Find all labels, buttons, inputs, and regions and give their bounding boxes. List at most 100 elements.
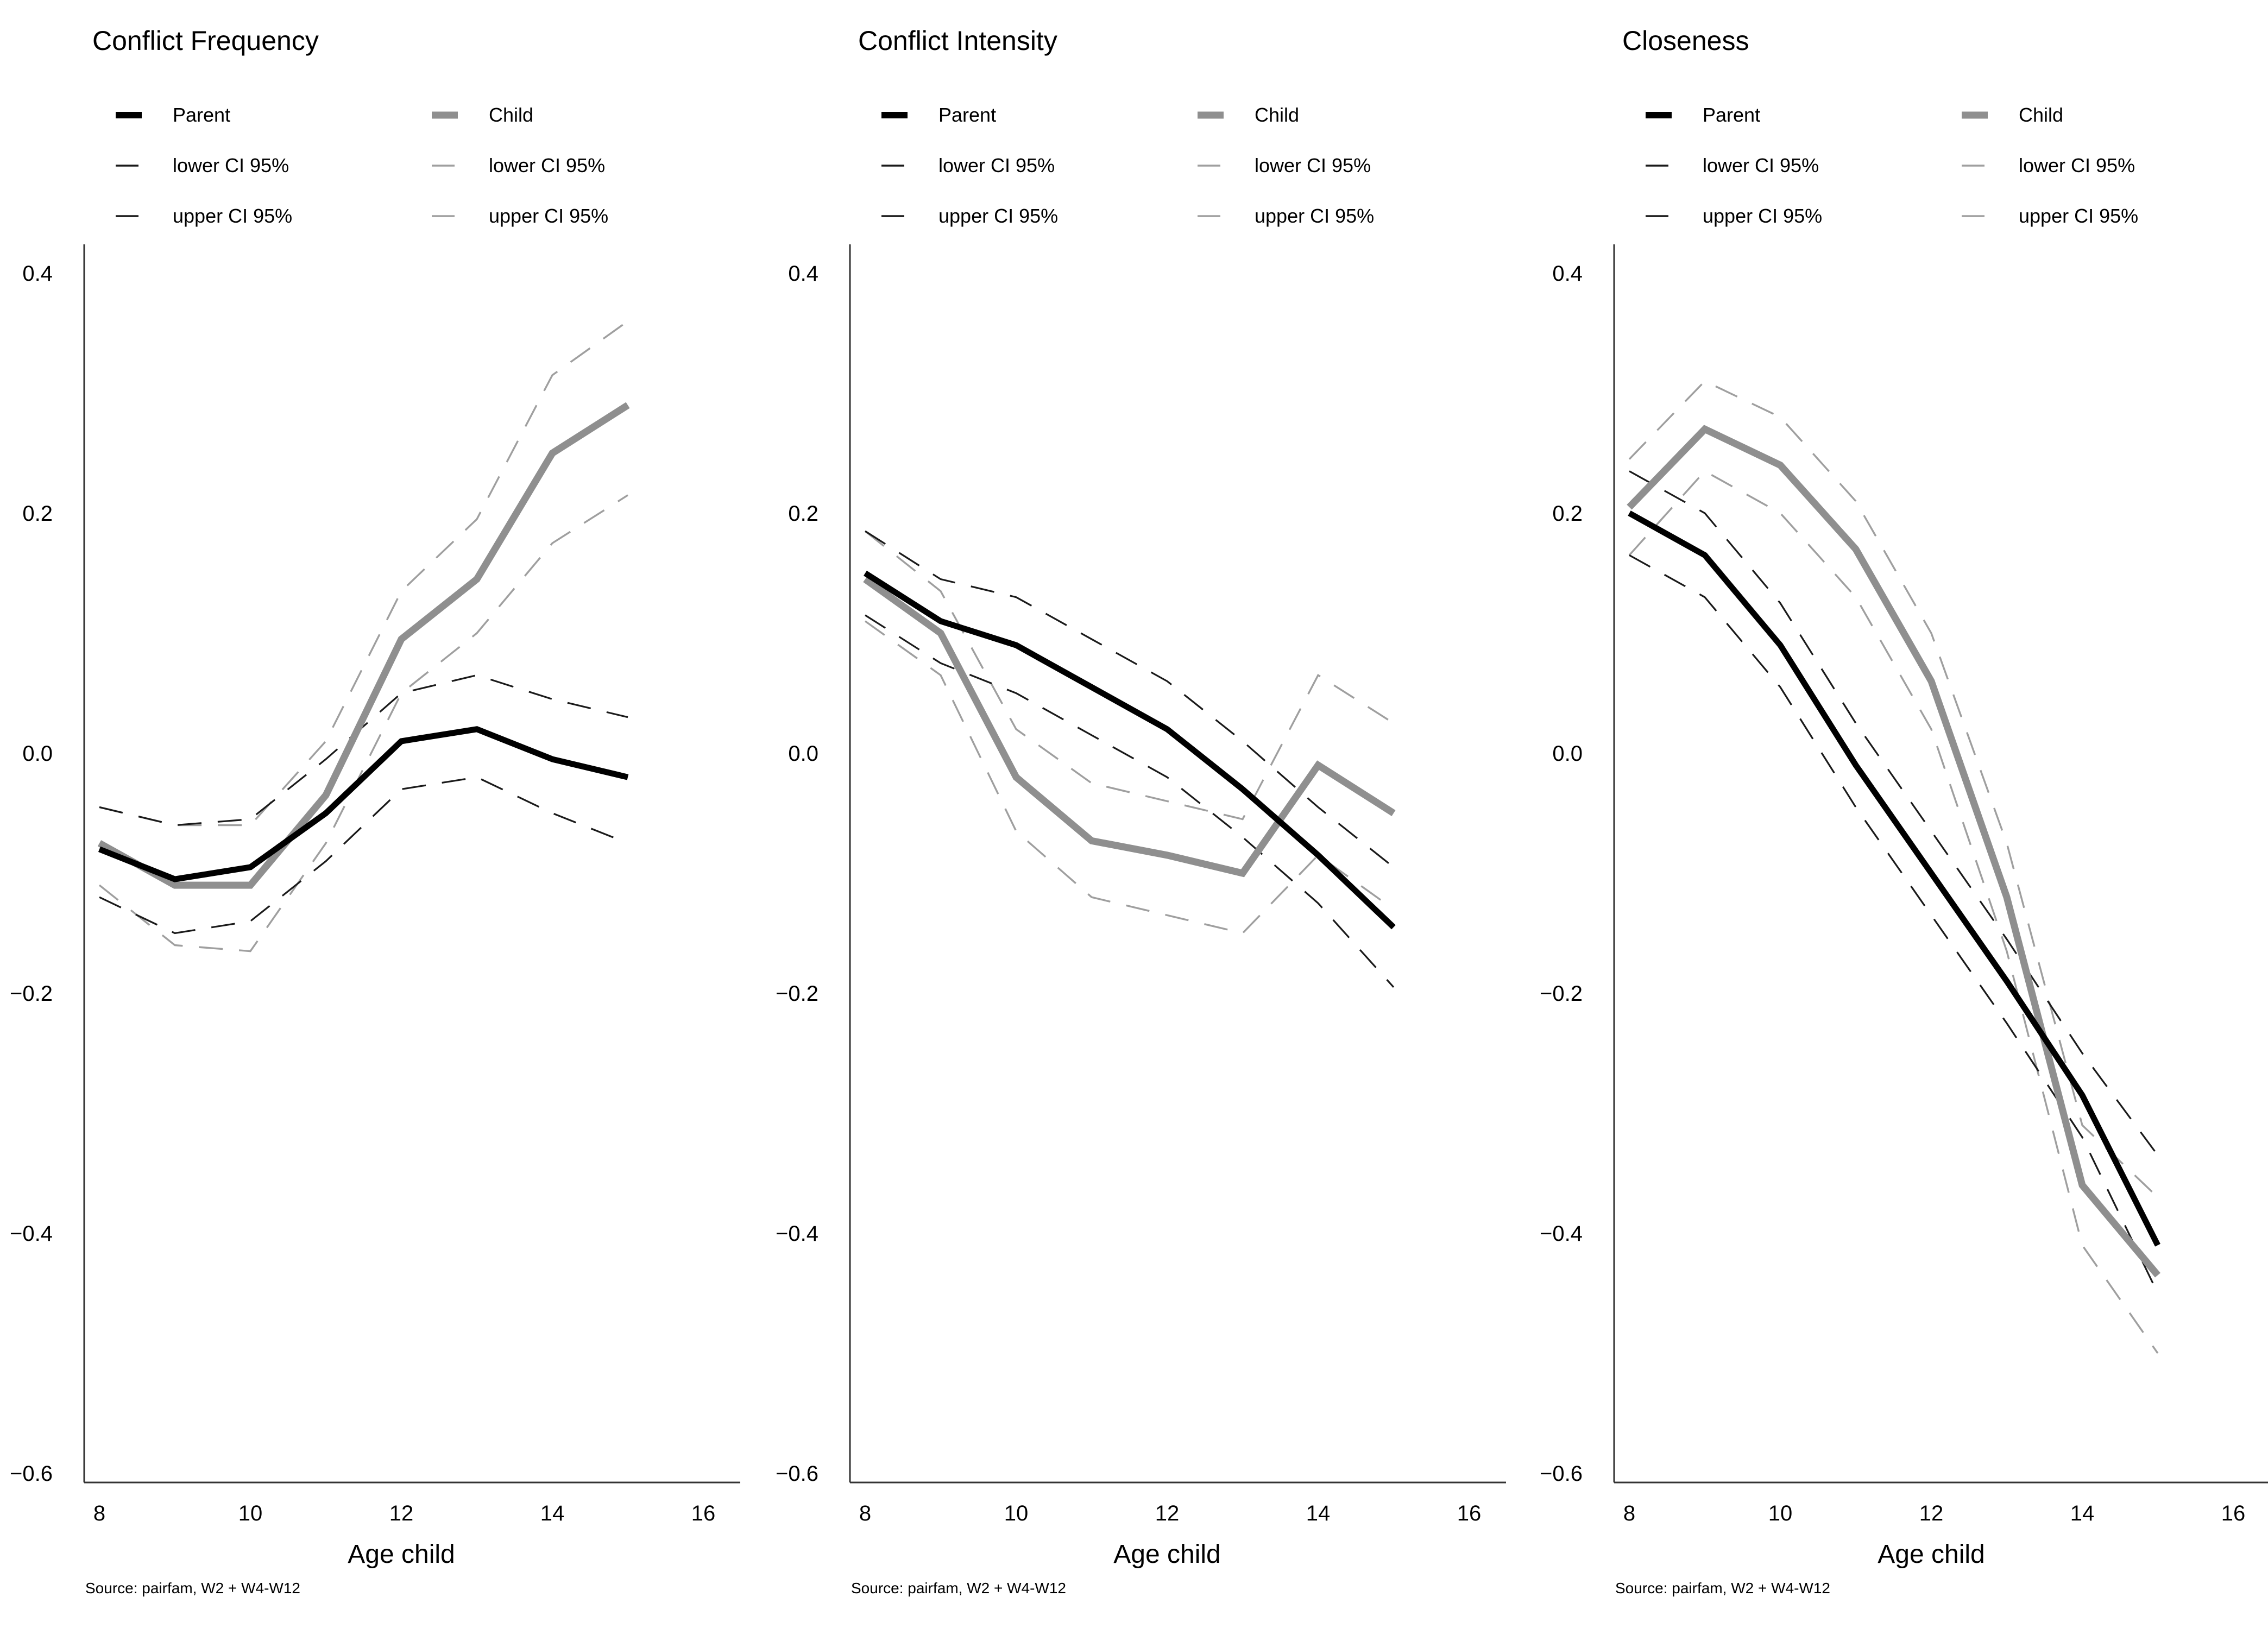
- line-parent-lower-ci: [99, 776, 628, 935]
- x-tick-label: 16: [2221, 1501, 2246, 1525]
- legend-label: Child: [489, 104, 533, 126]
- x-tick-label: 8: [859, 1501, 871, 1525]
- line-parent: [1628, 510, 2160, 1247]
- legend-label: Parent: [938, 104, 996, 126]
- legend-label: Parent: [1703, 104, 1760, 126]
- legend-item-parent-upper-ci: upper CI 95%: [1646, 205, 1822, 227]
- panel-conflict-frequency: Conflict Frequency Parent lower CI 95% uppe…: [10, 26, 740, 1597]
- x-tick-label: 14: [540, 1501, 565, 1525]
- y-tick-label: −0.4: [10, 1222, 53, 1246]
- source-note: Source: pairfam, W2 + W4-W12: [851, 1580, 1066, 1597]
- y-tick-label: −0.6: [10, 1462, 53, 1486]
- panel-conflict-intensity: Conflict Intensity Parent lower CI 95% uppe…: [776, 26, 1506, 1597]
- legend-item-child-upper-ci: upper CI 95%: [1962, 205, 2138, 227]
- x-tick-label: 10: [1768, 1501, 1793, 1525]
- y-tick-label: 0.4: [22, 262, 53, 286]
- source-note: Source: pairfam, W2 + W4-W12: [1615, 1580, 1830, 1597]
- y-tick-label: 0.0: [22, 742, 53, 766]
- y-tick-label: −0.2: [10, 982, 53, 1006]
- y-tick-label: 0.2: [1552, 502, 1583, 526]
- legend-label: Child: [2019, 104, 2063, 126]
- y-tick-label: −0.4: [776, 1222, 818, 1246]
- line-parent: [864, 570, 1396, 930]
- line-child-upper-ci: [99, 320, 628, 826]
- legend-item-child-lower-ci: lower CI 95%: [432, 154, 605, 176]
- y-tick-label: −0.2: [776, 982, 818, 1006]
- legend-label: upper CI 95%: [938, 205, 1058, 227]
- line-child-lower-ci: [1628, 470, 2159, 1354]
- line-parent: [98, 726, 629, 882]
- legend-item-parent-upper-ci: upper CI 95%: [116, 205, 292, 227]
- legend-item-child: Child: [1198, 104, 1299, 126]
- line-parent-upper-ci: [99, 674, 628, 826]
- legend-item-parent-upper-ci: upper CI 95%: [881, 205, 1058, 227]
- x-tick-label: 12: [1919, 1501, 1944, 1525]
- legend-label: upper CI 95%: [173, 205, 292, 227]
- line-child: [863, 576, 1396, 878]
- y-tick-label: −0.6: [776, 1462, 818, 1486]
- line-parent-lower-ci: [865, 614, 1395, 988]
- legend-label: lower CI 95%: [173, 154, 289, 176]
- legend-label: lower CI 95%: [1255, 154, 1371, 176]
- legend-item-parent: Parent: [116, 104, 230, 126]
- legend-label: lower CI 95%: [1703, 154, 1819, 176]
- x-tick-label: 12: [1155, 1501, 1180, 1525]
- y-tick-label: 0.2: [788, 502, 818, 526]
- legend-item-child-upper-ci: upper CI 95%: [432, 205, 608, 227]
- legend-label: upper CI 95%: [489, 205, 608, 227]
- y-tick-label: −0.2: [1540, 982, 1583, 1006]
- legend: Parent lower CI 95% upper CI 95% Child lower…: [1646, 104, 2138, 227]
- line-child-upper-ci: [1628, 380, 2159, 1198]
- y-tick-label: 0.0: [1552, 742, 1583, 766]
- legend-label: Child: [1255, 104, 1299, 126]
- line-child-lower-ci: [98, 494, 628, 952]
- x-tick-label: 8: [1623, 1501, 1635, 1525]
- legend-item-child-lower-ci: lower CI 95%: [1198, 154, 1371, 176]
- panel-closeness: Closeness Parent lower CI 95% upper CI 95% C…: [1540, 26, 2268, 1597]
- source-note: Source: pairfam, W2 + W4-W12: [85, 1580, 300, 1597]
- y-tick-label: 0.0: [788, 742, 818, 766]
- panel-title: Closeness: [1622, 26, 1749, 56]
- legend-item-child-upper-ci: upper CI 95%: [1198, 205, 1374, 227]
- line-child-lower-ci: [865, 620, 1394, 935]
- line-parent-upper-ci: [865, 530, 1394, 868]
- legend-label: lower CI 95%: [2019, 154, 2135, 176]
- line-parent-upper-ci: [1629, 470, 2159, 1156]
- legend-item-child: Child: [1962, 104, 2063, 126]
- legend-item-parent-lower-ci: lower CI 95%: [1646, 154, 1819, 176]
- y-tick-label: 0.4: [1552, 262, 1583, 286]
- legend-item-parent-lower-ci: lower CI 95%: [881, 154, 1055, 176]
- legend-item-child-lower-ci: lower CI 95%: [1962, 154, 2135, 176]
- x-axis-title: Age child: [1113, 1540, 1220, 1569]
- x-tick-label: 14: [1306, 1501, 1331, 1525]
- x-tick-label: 10: [238, 1501, 263, 1525]
- legend-label: Parent: [173, 104, 230, 126]
- x-axis-title: Age child: [348, 1540, 455, 1569]
- x-tick-label: 16: [691, 1501, 716, 1525]
- legend-label: upper CI 95%: [2019, 205, 2138, 227]
- x-tick-label: 16: [1457, 1501, 1482, 1525]
- y-tick-label: −0.6: [1540, 1462, 1583, 1486]
- panel-title: Conflict Frequency: [92, 26, 319, 56]
- x-tick-label: 12: [389, 1501, 414, 1525]
- legend-label: lower CI 95%: [489, 154, 605, 176]
- x-tick-label: 10: [1004, 1501, 1029, 1525]
- line-parent-lower-ci: [1629, 554, 2159, 1294]
- legend-item-parent: Parent: [1646, 104, 1760, 126]
- legend-item-parent-lower-ci: lower CI 95%: [116, 154, 289, 176]
- legend-label: lower CI 95%: [938, 154, 1055, 176]
- x-axis-title: Age child: [1878, 1540, 1984, 1569]
- legend-label: upper CI 95%: [1255, 205, 1374, 227]
- y-tick-label: 0.4: [788, 262, 818, 286]
- legend-label: upper CI 95%: [1703, 205, 1822, 227]
- panel-title: Conflict Intensity: [858, 26, 1057, 56]
- y-tick-label: 0.2: [22, 502, 53, 526]
- legend: Parent lower CI 95% upper CI 95% Child lower…: [116, 104, 608, 227]
- x-tick-label: 14: [2070, 1501, 2095, 1525]
- line-child: [97, 402, 630, 889]
- x-tick-label: 8: [93, 1501, 105, 1525]
- legend-item-child: Child: [432, 104, 533, 126]
- legend-item-parent: Parent: [881, 104, 996, 126]
